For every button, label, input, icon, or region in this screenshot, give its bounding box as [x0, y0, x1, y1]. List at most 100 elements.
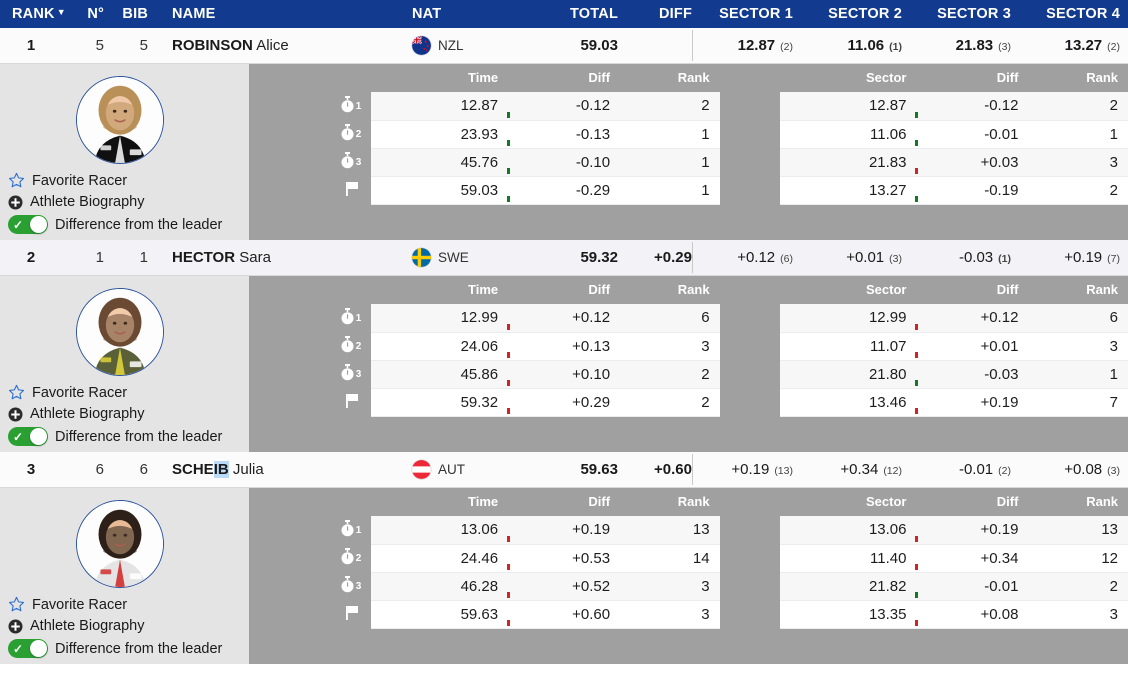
split-diff: +0.53 [508, 544, 621, 573]
split-indicator [507, 167, 511, 174]
sector-3-rank: (3) [998, 41, 1011, 53]
sector-indicator [915, 139, 919, 146]
split-time: 46.28 [371, 572, 511, 601]
split-diff: -0.10 [508, 148, 621, 177]
split-rank: 2 [620, 388, 720, 417]
split-row: 3 45.86 +0.10 2 21.80 -0.03 1 [249, 360, 1128, 389]
split-row: 3 45.76 -0.10 1 21.83 +0.03 3 [249, 148, 1128, 177]
racer-number: 5 [95, 37, 104, 54]
sector-time: 11.07 [779, 332, 919, 361]
column-header-diff[interactable]: DIFF [658, 6, 692, 22]
racer-last-name: ROBINSON [172, 37, 253, 54]
split-rank: 1 [620, 148, 720, 177]
column-header-number[interactable]: N° [87, 6, 104, 22]
splits-spacer-header [719, 64, 780, 92]
favorite-racer-button[interactable]: Favorite Racer [8, 384, 222, 401]
swe-flag-icon [412, 248, 431, 267]
racer-name[interactable]: HECTOR Sara [148, 249, 408, 266]
difference-from-leader-toggle[interactable]: ✓ [8, 215, 48, 234]
column-header-sector-3[interactable]: SECTOR 3 [937, 6, 1011, 22]
splits-table: Time Diff Rank Sector Diff Rank 1 13.06 +0.19 13 1… [249, 488, 1128, 629]
splits-diff-header: Diff [508, 64, 621, 92]
split-time: 59.63 [371, 600, 511, 629]
racer-info-panel: Favorite Racer Athlete Biography ✓ Differen… [0, 276, 249, 452]
sector-rank: 2 [1028, 572, 1128, 601]
splits-diff-header: Diff [508, 276, 621, 304]
favorite-racer-button[interactable]: Favorite Racer [8, 172, 222, 189]
racer-bib: 6 [139, 461, 148, 478]
sector-diff-header: Diff [916, 276, 1029, 304]
sector-time: 21.83 [779, 148, 919, 177]
split-diff: +0.13 [508, 332, 621, 361]
sector-indicator [915, 407, 919, 414]
column-header-total[interactable]: TOTAL [570, 6, 618, 22]
sector-diff: +0.19 [916, 516, 1029, 545]
column-header-bib[interactable]: BIB [122, 6, 148, 22]
athlete-biography-button[interactable]: Athlete Biography [8, 194, 222, 210]
sector-3-rank: (2) [998, 465, 1011, 477]
athlete-biography-button[interactable]: Athlete Biography [8, 618, 222, 634]
split-indicator [507, 535, 511, 542]
column-header-sector-1[interactable]: SECTOR 1 [719, 6, 793, 22]
split-diff: +0.12 [508, 304, 621, 333]
sector-indicator [915, 563, 919, 570]
split-spacer [719, 304, 780, 332]
splits-rank-header: Rank [620, 276, 720, 304]
split-rank: 3 [620, 332, 720, 361]
splits-time-header: Time [371, 488, 509, 516]
stopwatch-3-icon: 3 [340, 575, 361, 593]
sector-2-rank: (12) [883, 465, 902, 477]
sector-rank: 3 [1028, 332, 1128, 361]
table-row[interactable]: 3 6 6 SCHEIB Julia AUT 59.63 +0.60 +0.19 (13) +0.… [0, 452, 1128, 488]
difference-from-leader-label: Difference from the leader [55, 640, 223, 657]
sector-time-header: Sector [779, 64, 917, 92]
table-row[interactable]: 2 1 1 HECTOR Sara SWE 59.32 +0.29 +0.12 (6) +0.01… [0, 240, 1128, 276]
split-rank: 2 [620, 92, 720, 121]
column-header-name[interactable]: NAME [172, 6, 216, 22]
favorite-racer-button[interactable]: Favorite Racer [8, 596, 222, 613]
difference-from-leader-option[interactable]: ✓ Difference from the leader [8, 427, 222, 446]
sector-2-value: 11.06 [847, 37, 885, 54]
split-icon-cell [249, 600, 372, 628]
sector-indicator [915, 111, 919, 118]
split-spacer [719, 332, 780, 360]
difference-from-leader-label: Difference from the leader [55, 216, 223, 233]
split-rank: 1 [620, 120, 720, 149]
sector-4-rank: (7) [1107, 253, 1120, 265]
racer-bib: 1 [139, 249, 148, 266]
split-indicator [507, 323, 511, 330]
results-table-header: RANK ▼ N° BIB NAME NAT TOTAL DIFF SECTOR… [0, 0, 1128, 28]
difference-from-leader-toggle[interactable]: ✓ [8, 427, 48, 446]
stopwatch-3-icon: 3 [340, 151, 361, 169]
difference-from-leader-toggle[interactable]: ✓ [8, 639, 48, 658]
sector-1-value: +0.19 [731, 461, 770, 478]
sector-time: 11.06 [779, 120, 919, 149]
table-row[interactable]: 1 5 5 ROBINSON Alice NZL 59.03 12.87 (2) 11.06 (1… [0, 28, 1128, 64]
sector-diff: -0.01 [916, 120, 1029, 149]
sector-rank: 12 [1028, 544, 1128, 573]
athlete-biography-button[interactable]: Athlete Biography [8, 406, 222, 422]
plus-circle-icon [8, 407, 23, 421]
sector-2-value: +0.01 [846, 249, 885, 266]
split-indicator [507, 591, 511, 598]
column-header-nat[interactable]: NAT [412, 6, 442, 22]
sector-diff: -0.12 [916, 92, 1029, 121]
sector-time-header: Sector [779, 276, 917, 304]
sector-4-cell: +0.08 (3) [1019, 461, 1128, 478]
racer-options: Favorite Racer Athlete Biography ✓ Differen… [8, 172, 222, 234]
racer-last-name: HECTOR [172, 249, 236, 266]
racer-first-name: Alice [256, 37, 289, 54]
difference-from-leader-option[interactable]: ✓ Difference from the leader [8, 215, 222, 234]
racer-name[interactable]: ROBINSON Alice [148, 37, 408, 54]
column-header-sector-2[interactable]: SECTOR 2 [828, 6, 902, 22]
column-header-sector-4[interactable]: SECTOR 4 [1046, 6, 1120, 22]
split-spacer [719, 516, 780, 544]
split-icon-cell: 2 [249, 120, 372, 148]
split-diff: +0.52 [508, 572, 621, 601]
racer-name[interactable]: SCHEIB Julia [148, 461, 408, 478]
sector-rank-header: Rank [1028, 488, 1128, 516]
difference-from-leader-option[interactable]: ✓ Difference from the leader [8, 639, 222, 658]
sector-diff: +0.01 [916, 332, 1029, 361]
split-rank: 1 [620, 176, 720, 205]
column-header-rank[interactable]: RANK ▼ [0, 6, 66, 22]
